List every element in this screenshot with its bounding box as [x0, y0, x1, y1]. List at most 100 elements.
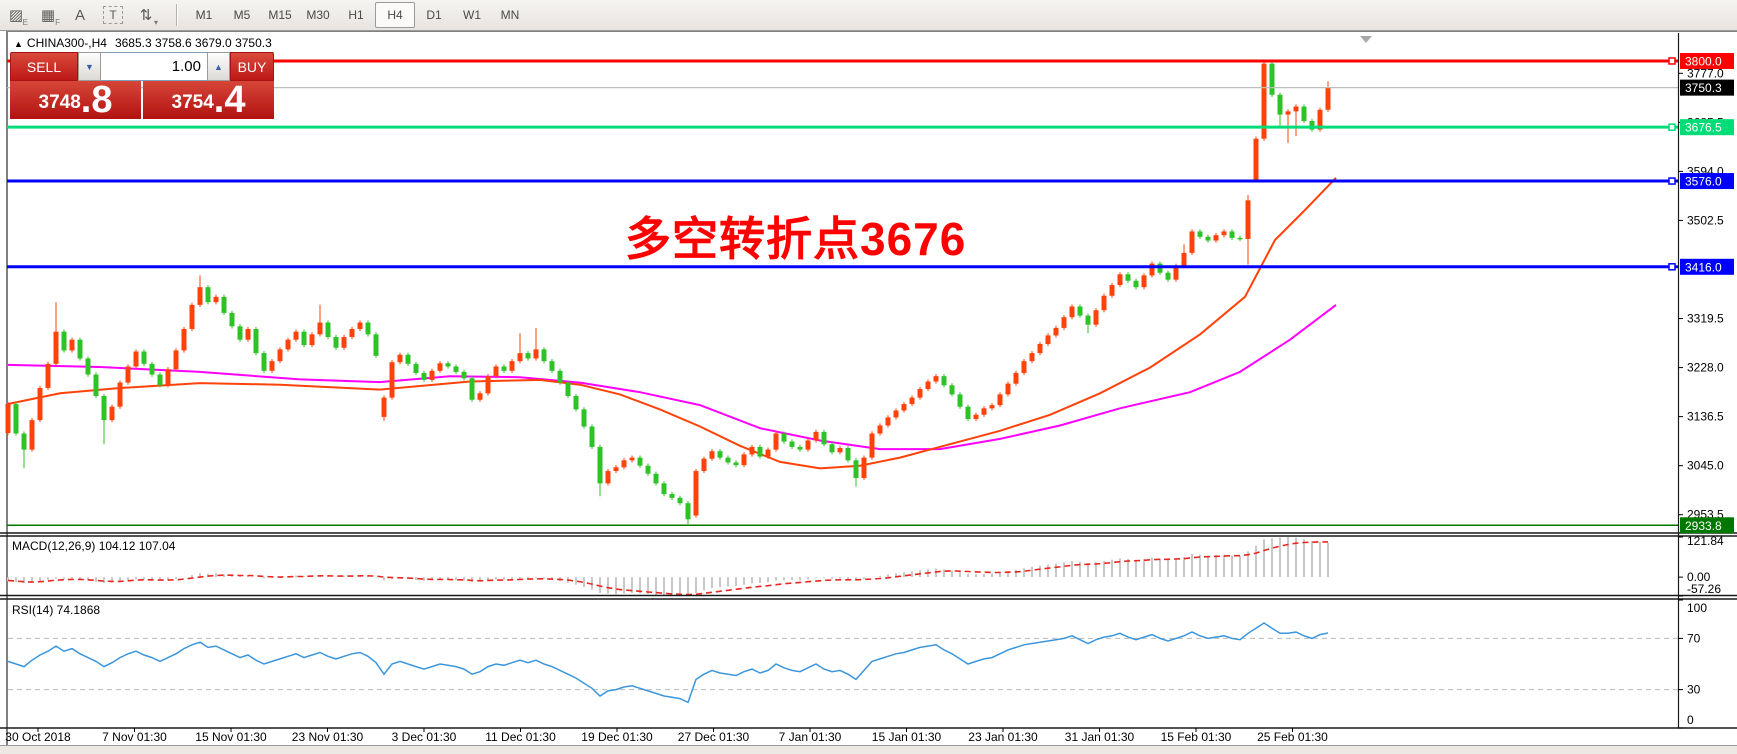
- timeframe-button-m15[interactable]: M15: [268, 8, 292, 22]
- candle-body: [317, 322, 323, 335]
- candle-body: [1285, 111, 1291, 115]
- candle-body: [405, 354, 411, 364]
- candle-body: [181, 328, 187, 351]
- level-line-handle[interactable]: [1668, 123, 1676, 131]
- sell-price-main: 3748: [38, 92, 81, 113]
- one-click-trade-panel: SELL ▼ ▲ BUY 3748 .8 3754 .4: [10, 52, 274, 119]
- candle-body: [557, 370, 563, 383]
- candle-body: [117, 382, 123, 407]
- macd-signal-line: [7, 541, 1328, 596]
- candle-body: [13, 404, 19, 434]
- candle-body: [621, 460, 627, 468]
- timeframe-button-d1[interactable]: D1: [426, 8, 442, 22]
- volume-input[interactable]: [101, 52, 207, 81]
- candle-body: [973, 414, 979, 420]
- arrange-windows-icon[interactable]: ⇅ ▾: [139, 7, 158, 27]
- candle-body: [1077, 306, 1083, 316]
- timeframe-button-mn[interactable]: MN: [500, 8, 520, 22]
- candle-body: [213, 296, 219, 303]
- timeframe-button-m30[interactable]: M30: [306, 8, 330, 22]
- sell-button[interactable]: SELL: [10, 52, 78, 81]
- candle-body: [837, 447, 843, 453]
- volume-increase-button[interactable]: ▲: [207, 52, 230, 81]
- window-left-edge: [0, 30, 6, 754]
- candle-body: [173, 350, 179, 370]
- candle-body: [1149, 263, 1155, 276]
- candle-body: [1197, 231, 1203, 237]
- time-axis[interactable]: [7, 728, 1678, 746]
- text-label-icon[interactable]: A: [74, 6, 85, 24]
- timeframe-button-h1[interactable]: H1: [348, 8, 364, 22]
- level-line-handle[interactable]: [1668, 177, 1676, 185]
- macd-tick-label: 0.00: [1687, 570, 1711, 584]
- indicator-grid-icon[interactable]: ▦ F: [40, 7, 60, 27]
- text-box-icon[interactable]: T: [103, 6, 123, 24]
- candle-body: [709, 451, 715, 459]
- timeframe-button-w1[interactable]: W1: [463, 8, 481, 22]
- candle-body: [157, 374, 163, 386]
- candle-body: [469, 378, 475, 400]
- candle-body: [1029, 353, 1035, 362]
- candle-body: [349, 328, 355, 338]
- time-tick-label: 15 Jan 01:30: [872, 730, 942, 744]
- candle-body: [421, 372, 427, 380]
- candle-body: [773, 433, 779, 450]
- candle-body: [21, 433, 27, 450]
- time-tick-label: 3 Dec 01:30: [392, 730, 457, 744]
- candle-body: [453, 366, 459, 372]
- rsi-indicator-label: RSI(14) 74.1868: [12, 603, 101, 617]
- candle-body: [341, 337, 347, 348]
- candle-body: [685, 503, 691, 520]
- candle-body: [789, 441, 795, 447]
- time-tick-label: 7 Jan 01:30: [779, 730, 842, 744]
- candle-body: [253, 328, 259, 354]
- candle-body: [109, 406, 115, 421]
- level-line-handle[interactable]: [1668, 263, 1676, 271]
- chart-shift-marker-icon[interactable]: [1360, 36, 1372, 43]
- buy-price-main: 3754: [171, 92, 214, 113]
- candle-body: [781, 433, 787, 442]
- candle-body: [37, 387, 43, 421]
- collapse-arrow-icon[interactable]: ▲: [14, 39, 23, 49]
- candle-body: [1229, 231, 1235, 238]
- time-tick-label: 7 Nov 01:30: [102, 730, 167, 744]
- chart-text-annotation[interactable]: 多空转折点3676: [625, 213, 967, 265]
- candle-body: [1141, 275, 1147, 288]
- time-tick-label: 15 Feb 01:30: [1161, 730, 1232, 744]
- timeframe-button-m5[interactable]: M5: [233, 8, 251, 22]
- buy-button[interactable]: BUY: [230, 52, 274, 81]
- candle-body: [629, 457, 635, 461]
- candle-body: [581, 409, 587, 427]
- candle-body: [893, 410, 899, 418]
- timeframe-button-h4[interactable]: H4: [375, 2, 415, 28]
- level-line-handle[interactable]: [1668, 57, 1676, 65]
- price-badge-label: 3416.0: [1685, 260, 1722, 274]
- candle-body: [277, 349, 283, 362]
- candle-body: [85, 358, 91, 375]
- price-tick-label: 3045.0: [1687, 459, 1724, 473]
- candle-body: [77, 339, 83, 359]
- candle-body: [917, 389, 923, 398]
- volume-decrease-button[interactable]: ▼: [78, 52, 101, 81]
- candle-body: [1117, 274, 1123, 286]
- candle-body: [293, 331, 299, 340]
- buy-price-display[interactable]: 3754 .4: [143, 81, 274, 119]
- candle-body: [765, 449, 771, 457]
- price-tick-label: 3136.5: [1687, 410, 1724, 424]
- timeframe-button-m1[interactable]: M1: [195, 8, 213, 22]
- price-badge-3416.0: [1680, 258, 1734, 275]
- price-axis[interactable]: [1678, 33, 1737, 728]
- candle-body: [1317, 109, 1323, 130]
- rsi-tick-label: 0: [1687, 713, 1694, 727]
- candle-body: [1205, 236, 1211, 241]
- sell-price-display[interactable]: 3748 .8: [10, 81, 141, 119]
- chart-tools-icon[interactable]: ▨ E: [8, 7, 28, 27]
- candle-body: [509, 361, 515, 371]
- window-bottom-edge: [0, 745, 1737, 754]
- candle-body: [1189, 231, 1195, 253]
- candle-body: [589, 426, 595, 447]
- candle-body: [901, 404, 907, 411]
- price-tick-label: 3502.5: [1687, 213, 1724, 227]
